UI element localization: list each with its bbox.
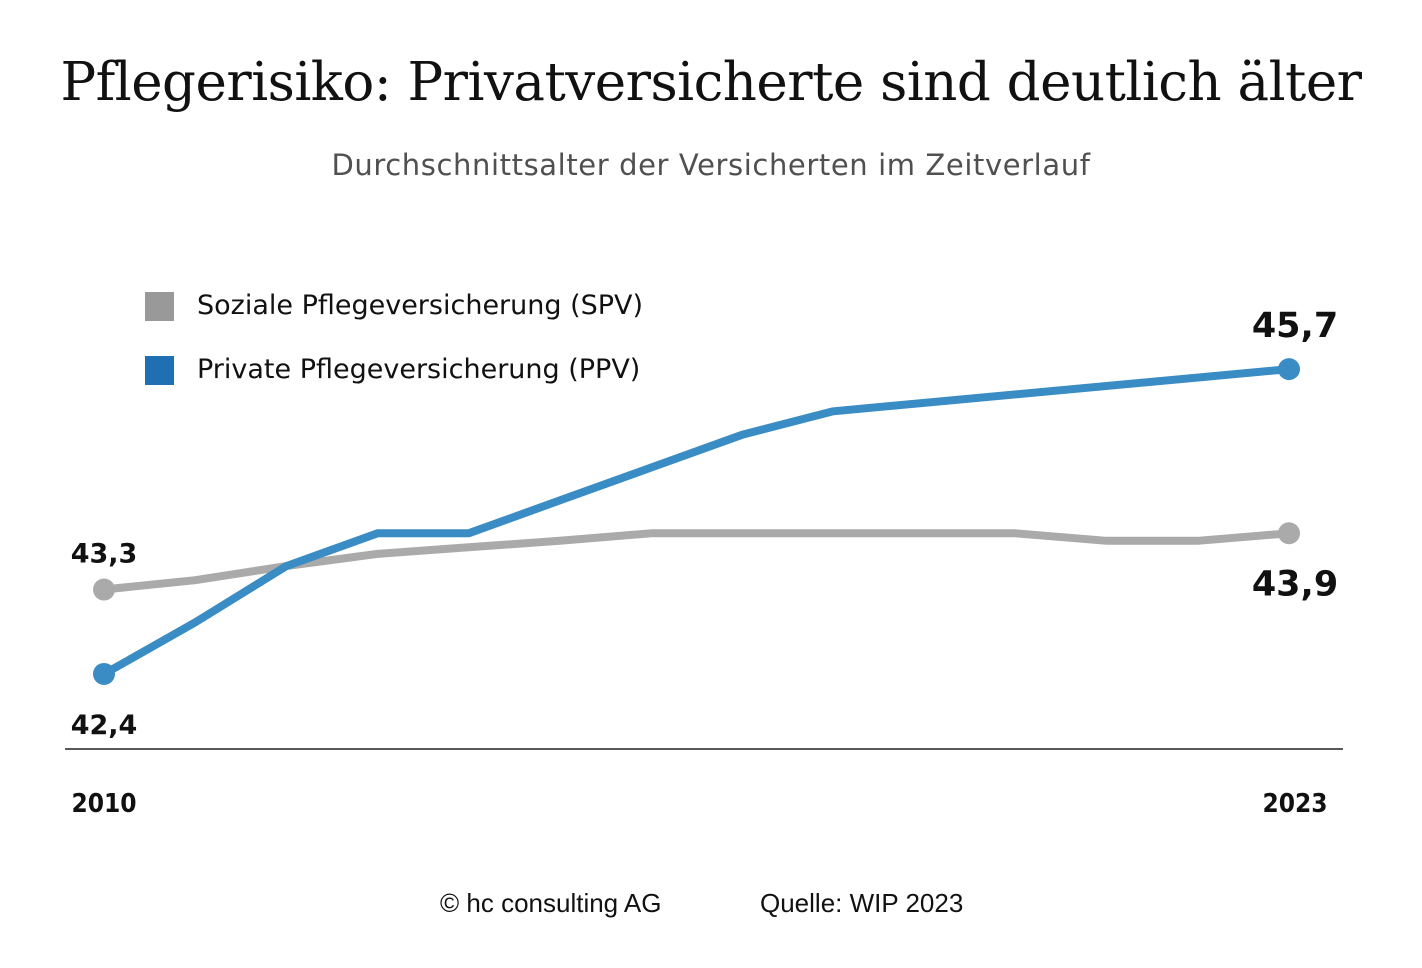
legend-label-spv: Soziale Pflegeversicherung (SPV) <box>197 290 644 321</box>
data-point-spv <box>1278 522 1300 545</box>
legend-swatch-spv <box>145 292 174 321</box>
series-line-spv <box>100 529 1293 594</box>
data-label-spv: 43,9 <box>1252 564 1338 604</box>
data-point-ppv <box>93 662 115 685</box>
data-label-spv: 43,3 <box>71 539 138 570</box>
footer-copyright: © hc consulting AG <box>440 888 662 918</box>
footer-source: Quelle: WIP 2023 <box>760 888 964 918</box>
data-label-ppv: 42,4 <box>71 710 138 741</box>
legend-label-ppv: Private Pflegeversicherung (PPV) <box>197 354 641 385</box>
data-point-ppv <box>1278 358 1300 381</box>
data-label-ppv: 45,7 <box>1252 306 1338 346</box>
x-tick-label: 2010 <box>71 789 136 819</box>
series-line-ppv <box>100 365 1293 678</box>
chart-subtitle: Durchschnittsalter der Versicherten im Z… <box>331 148 1091 182</box>
chart-title: Pflegerisiko: Privatversicherte sind deu… <box>60 52 1362 113</box>
x-tick-label: 2023 <box>1262 789 1327 819</box>
data-point-spv <box>93 578 115 601</box>
legend-swatch-ppv <box>145 356 174 385</box>
